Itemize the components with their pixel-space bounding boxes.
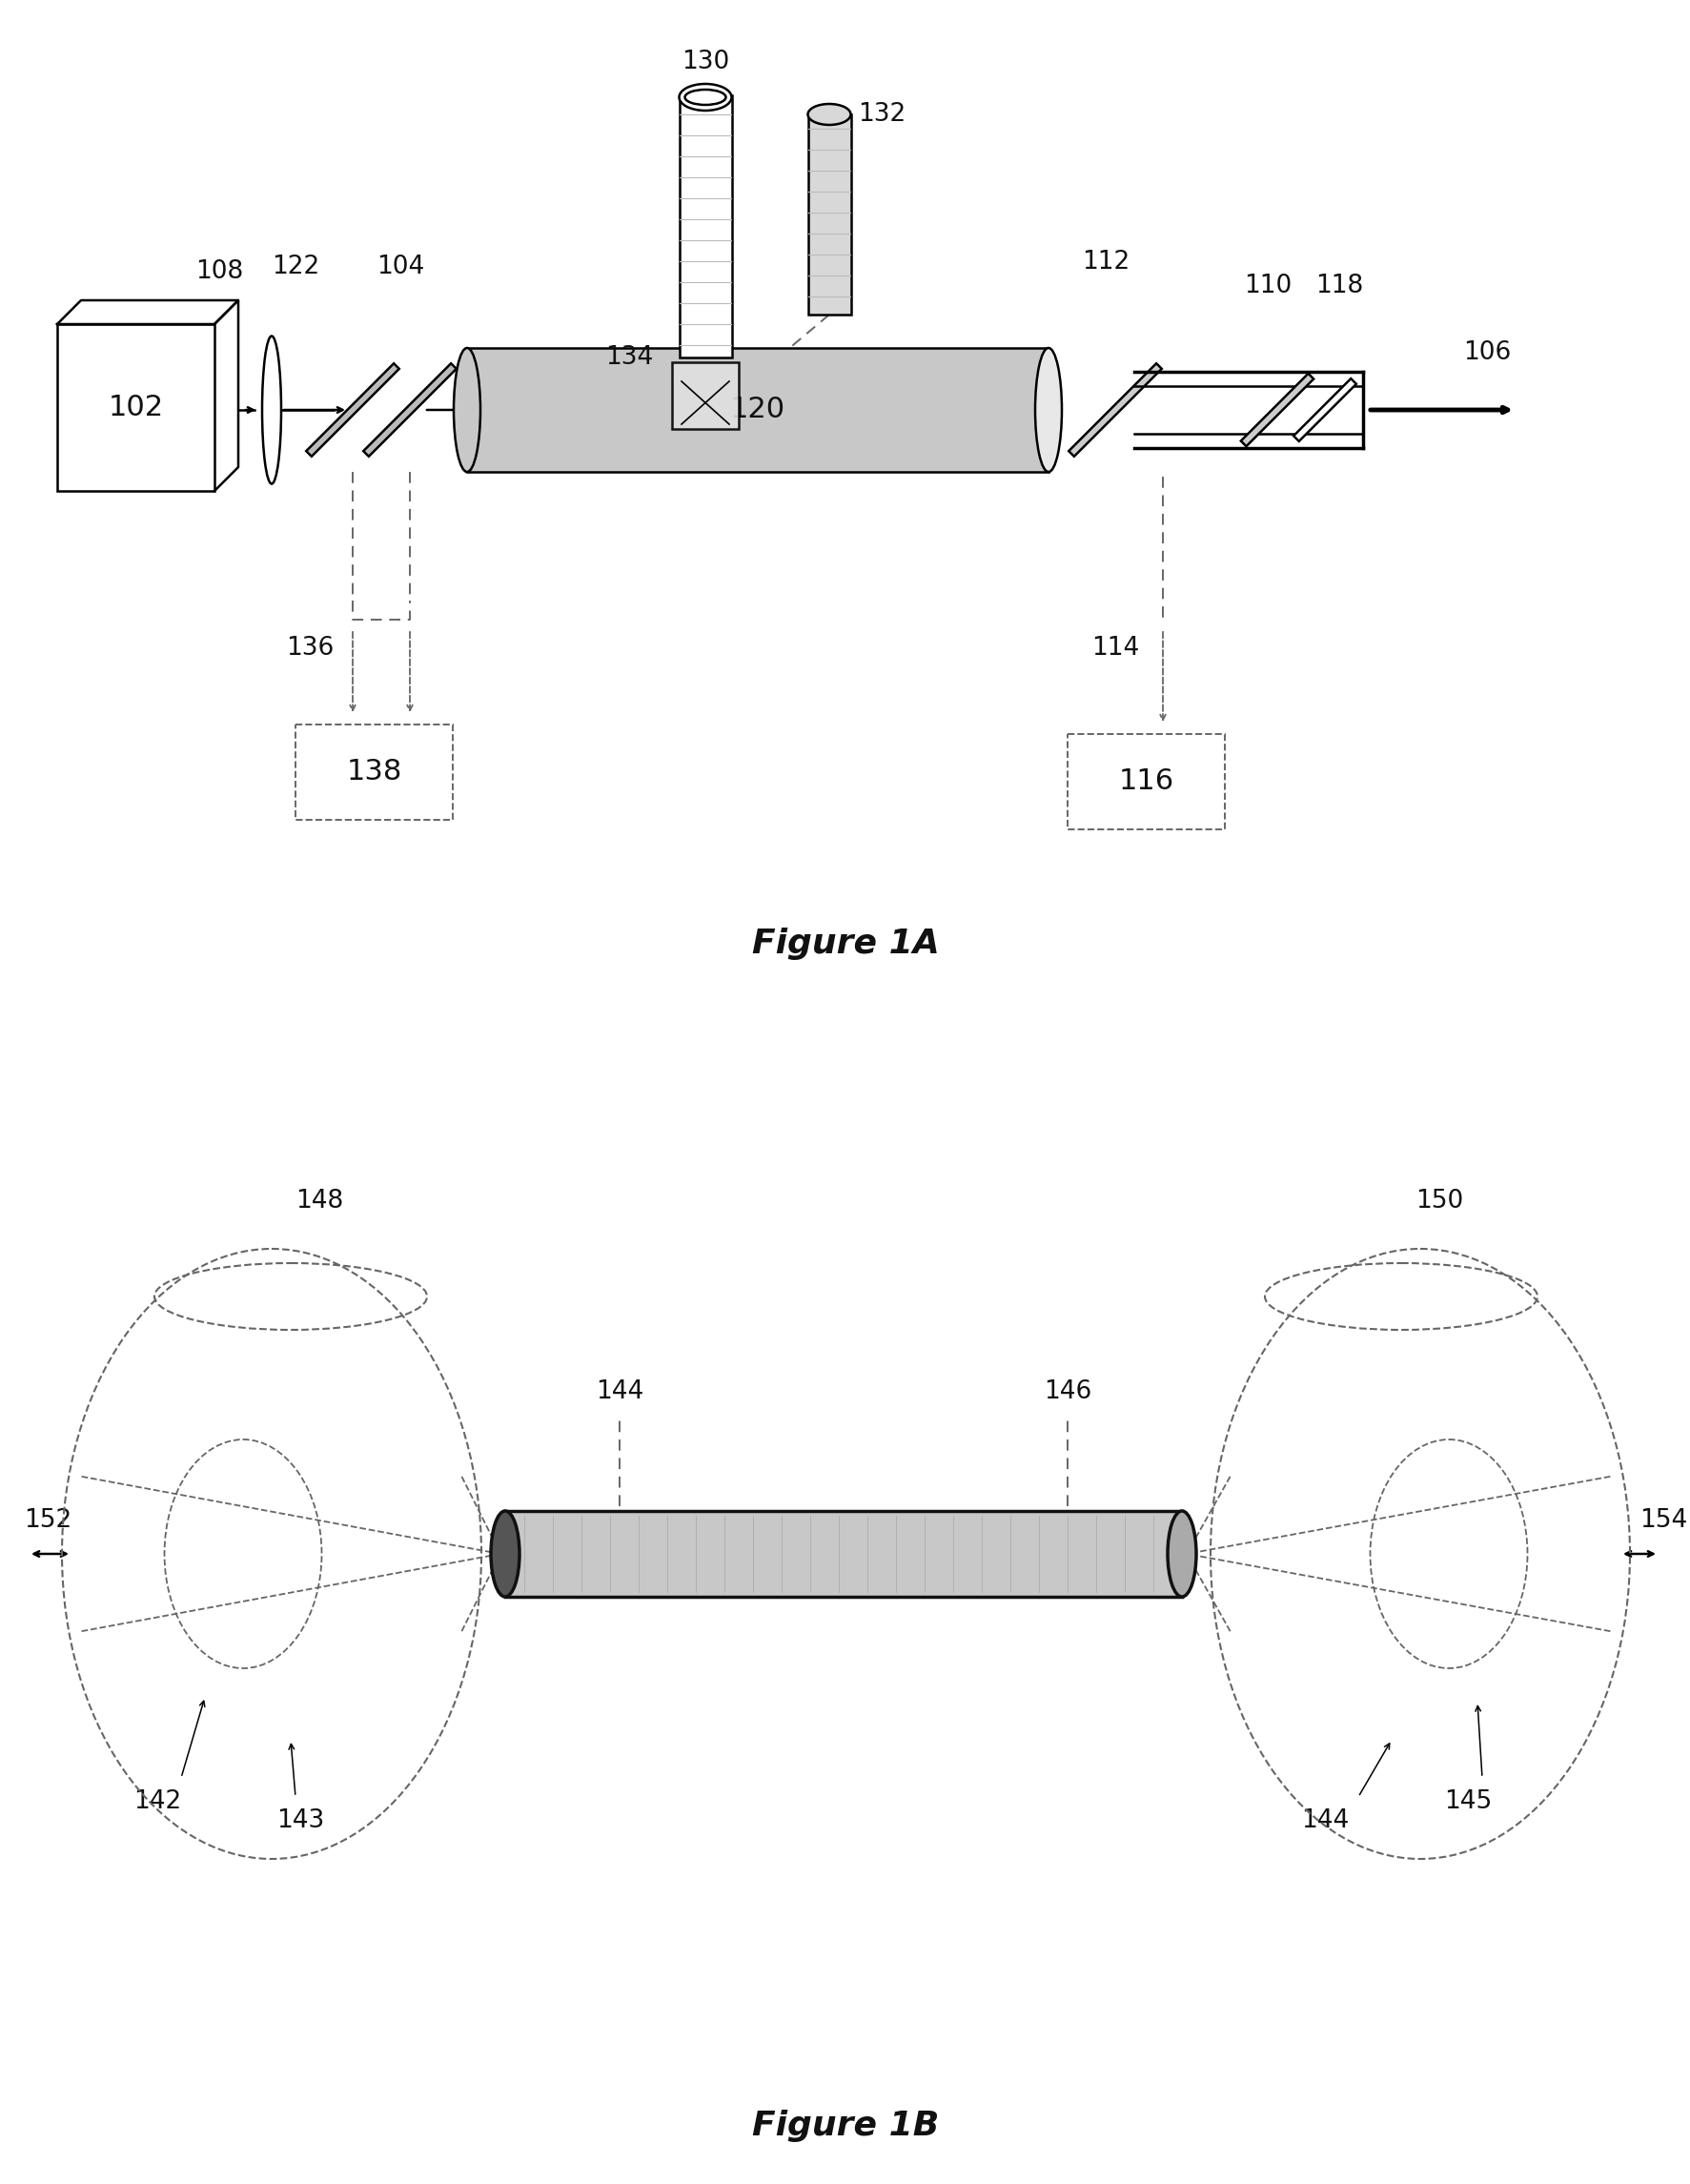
Text: 154: 154 — [1638, 1509, 1687, 1533]
Ellipse shape — [679, 83, 732, 111]
Bar — [808, 114, 850, 314]
Bar — [671, 363, 739, 428]
Ellipse shape — [1034, 347, 1061, 472]
Text: 130: 130 — [681, 50, 728, 74]
Text: 136: 136 — [286, 636, 333, 660]
Text: 146: 146 — [1043, 1380, 1092, 1404]
Ellipse shape — [808, 105, 850, 124]
Text: 143: 143 — [275, 1808, 324, 1832]
Bar — [679, 96, 732, 358]
Text: 144: 144 — [1300, 1808, 1349, 1832]
Text: Figure 1B: Figure 1B — [752, 2110, 938, 2143]
Text: Figure 1A: Figure 1A — [752, 928, 938, 961]
Ellipse shape — [490, 1511, 519, 1597]
Bar — [296, 725, 453, 819]
Text: 150: 150 — [1415, 1188, 1462, 1214]
Text: 116: 116 — [1117, 769, 1173, 795]
Text: 120: 120 — [730, 395, 786, 424]
Text: 144: 144 — [595, 1380, 644, 1404]
Ellipse shape — [1168, 1511, 1195, 1597]
Text: 142: 142 — [134, 1789, 181, 1815]
Text: 134: 134 — [605, 345, 652, 369]
Text: 132: 132 — [857, 103, 906, 127]
Text: 108: 108 — [194, 260, 243, 284]
Polygon shape — [306, 363, 399, 456]
Text: 104: 104 — [377, 256, 424, 280]
Text: 114: 114 — [1090, 636, 1139, 660]
Polygon shape — [1293, 378, 1355, 441]
Text: 138: 138 — [346, 758, 402, 786]
Bar — [505, 1511, 1181, 1597]
Text: 122: 122 — [272, 256, 319, 280]
Text: 145: 145 — [1443, 1789, 1491, 1815]
Text: 112: 112 — [1082, 249, 1129, 275]
Text: 120: 120 — [815, 1540, 870, 1568]
Text: 102: 102 — [108, 393, 164, 422]
Ellipse shape — [262, 336, 281, 485]
Text: 106: 106 — [1462, 341, 1511, 365]
Ellipse shape — [453, 347, 480, 472]
Polygon shape — [1240, 373, 1313, 446]
Text: 110: 110 — [1244, 273, 1291, 299]
Text: 152: 152 — [24, 1509, 71, 1533]
Polygon shape — [363, 363, 456, 456]
Text: 118: 118 — [1315, 273, 1362, 299]
Ellipse shape — [684, 90, 725, 105]
Text: 148: 148 — [296, 1188, 343, 1214]
Bar — [1066, 734, 1224, 830]
Polygon shape — [1068, 363, 1161, 456]
Bar — [466, 347, 1048, 472]
Bar — [57, 323, 215, 491]
